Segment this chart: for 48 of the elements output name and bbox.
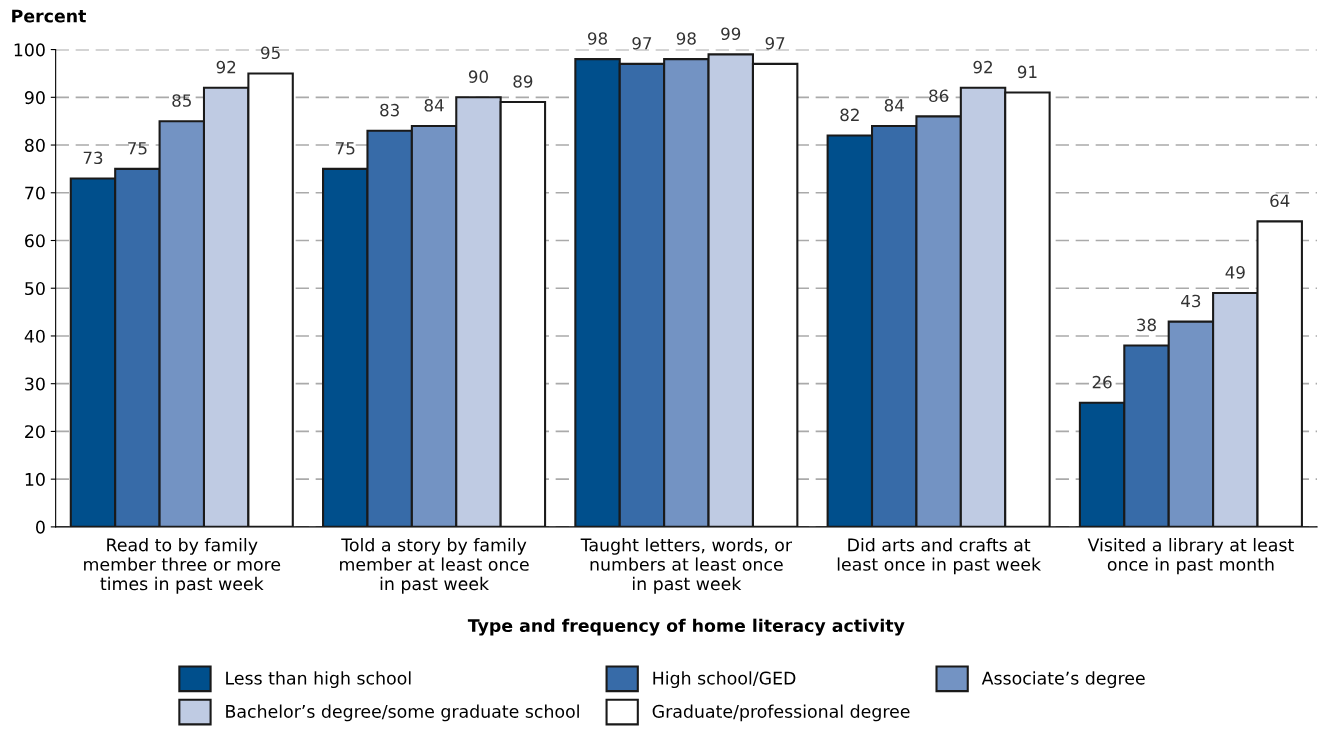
x-axis-title: Type and frequency of home literacy activity <box>467 618 905 636</box>
y-tick-label: 20 <box>25 425 45 439</box>
y-tick-label: 100 <box>14 43 45 57</box>
data-label: 98 <box>587 32 608 45</box>
y-tick-label: 30 <box>25 377 45 391</box>
y-tick-label: 60 <box>25 234 45 248</box>
data-label: 89 <box>513 75 533 88</box>
data-label: 92 <box>973 60 992 74</box>
data-label: 26 <box>1092 375 1112 389</box>
legend-label: Graduate/professional degree <box>652 704 910 722</box>
data-label: 75 <box>128 142 147 155</box>
legend-label: Bachelor’s degree/some graduate school <box>226 704 579 722</box>
y-tick-label: 40 <box>24 329 45 343</box>
data-label: 85 <box>172 94 191 107</box>
data-label: 84 <box>884 99 904 112</box>
data-label: 82 <box>840 108 859 122</box>
data-label: 84 <box>424 99 444 112</box>
data-label: 64 <box>1270 194 1290 208</box>
data-label: 83 <box>380 103 399 117</box>
y-tick-label: 50 <box>25 281 45 296</box>
data-label: 90 <box>468 70 488 83</box>
data-label: 75 <box>336 142 355 155</box>
data-label: 99 <box>721 27 741 41</box>
data-label: 95 <box>261 46 280 60</box>
data-label: 38 <box>1137 318 1156 332</box>
x-tick-label: Read to by family member three or more times in past week <box>84 537 281 594</box>
data-label: 49 <box>1225 266 1245 279</box>
data-label: 98 <box>676 32 696 45</box>
y-tick-label: 90 <box>24 91 45 105</box>
legend-label: High school/GED <box>653 671 796 689</box>
data-label: 97 <box>632 36 652 50</box>
x-tick-label: Did arts and crafts at least once in past week <box>837 537 1042 575</box>
data-label: 73 <box>83 151 103 165</box>
x-tick-label: Visited a library at least once in past month <box>1087 537 1294 575</box>
legend-label: Less than high school <box>226 671 411 689</box>
y-axis-title: Percent <box>12 9 86 23</box>
x-tick-label: Told a story by family member at least once in past week <box>340 537 529 594</box>
x-tick-label: Taught letters, words, or numbers at least once in past week <box>580 537 792 594</box>
y-tick-label: 80 <box>25 138 45 152</box>
y-tick-label: 0 <box>36 520 45 534</box>
legend-label: Associate’s degree <box>981 671 1145 689</box>
y-tick-label: 70 <box>25 186 45 200</box>
data-label: 43 <box>1181 294 1201 308</box>
data-label: 91 <box>1017 65 1037 79</box>
y-tick-label: 10 <box>25 472 45 486</box>
data-label: 86 <box>929 89 949 103</box>
data-label: 92 <box>216 60 236 74</box>
data-label: 97 <box>765 36 785 50</box>
